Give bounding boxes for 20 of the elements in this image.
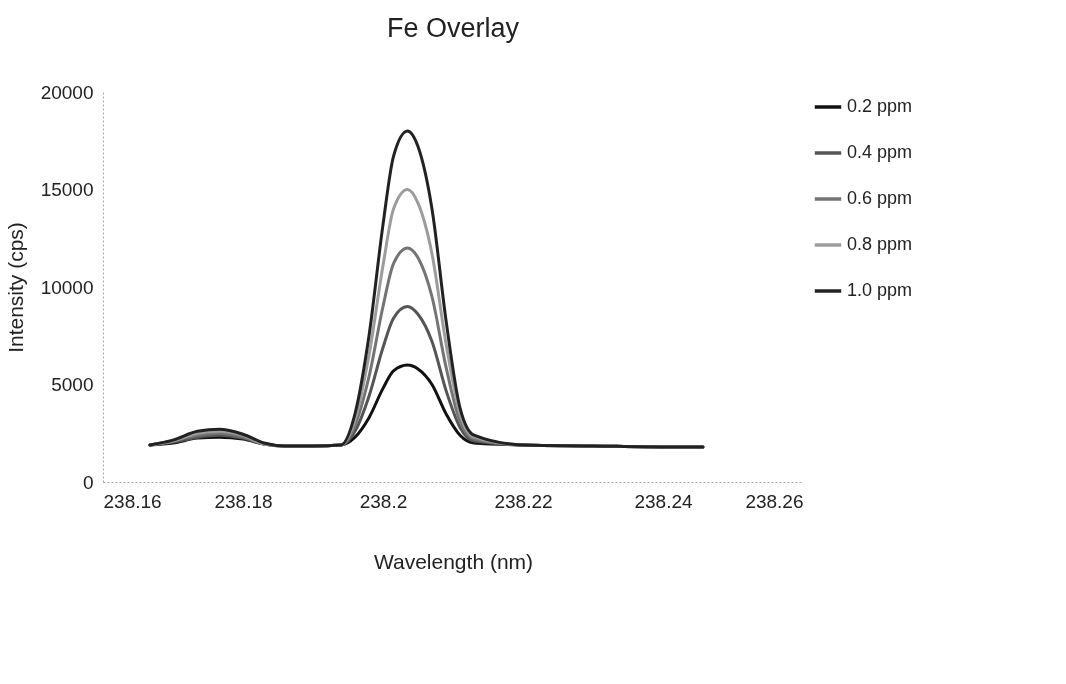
- y-tick-label: 20000: [40, 81, 94, 103]
- x-tick-label: 238.16: [103, 490, 162, 512]
- x-tick-label: 238.18: [214, 490, 273, 512]
- y-tick-label: 5000: [51, 374, 94, 395]
- legend-label: 0.4 ppm: [847, 142, 913, 162]
- x-tick-label: 238.22: [494, 490, 553, 512]
- y-tick-label: 0: [82, 471, 94, 493]
- legend-label: 0.2 ppm: [847, 96, 913, 116]
- x-tick-label: 238.24: [634, 490, 693, 512]
- y-axis-title: Intensity (cps): [3, 222, 27, 353]
- y-tick-label: 15000: [40, 179, 94, 200]
- legend-label: 0.8 ppm: [847, 234, 913, 254]
- line-series: [148, 129, 705, 449]
- x-tick-label: 238.2: [359, 490, 408, 512]
- x-tick-label: 238.26: [745, 490, 804, 512]
- x-axis-title: Wavelength (nm): [373, 549, 534, 573]
- y-tick-label: 10000: [40, 276, 94, 298]
- legend-label: 0.6 ppm: [847, 188, 913, 208]
- legend-label: 1.0 ppm: [847, 280, 913, 300]
- chart-title: Fe Overlay: [386, 13, 520, 43]
